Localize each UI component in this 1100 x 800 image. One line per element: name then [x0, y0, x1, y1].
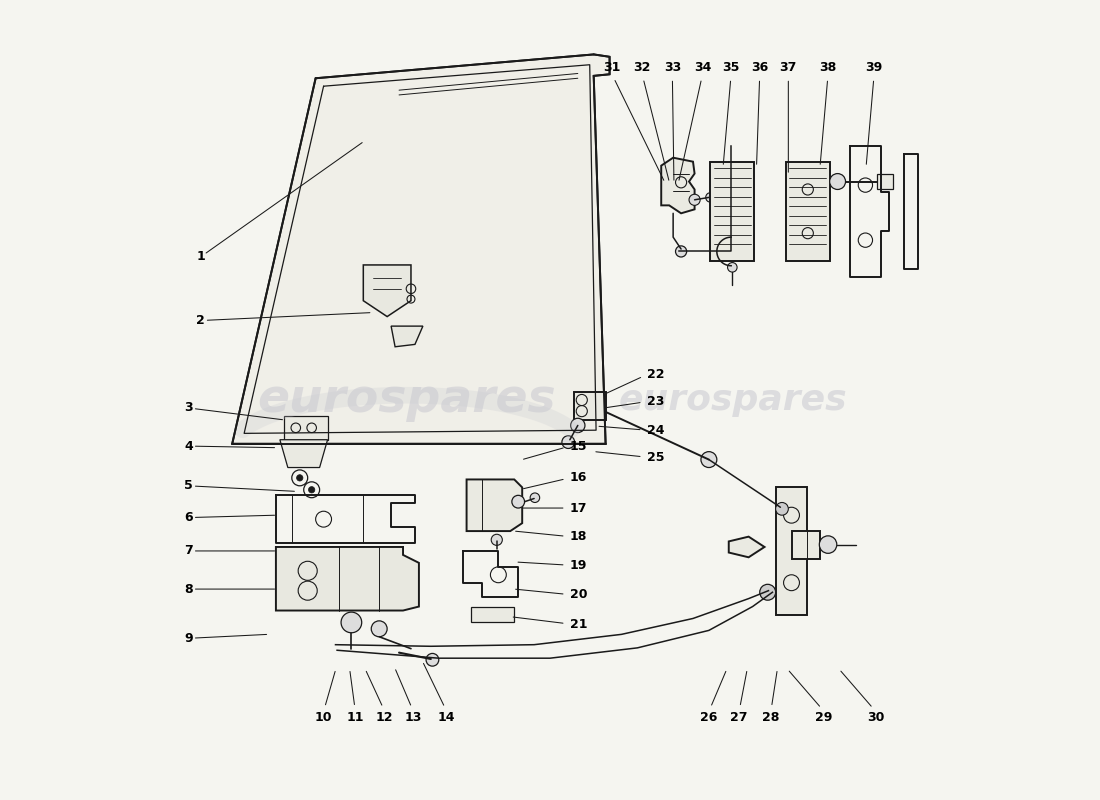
Circle shape [341, 612, 362, 633]
Text: 38: 38 [820, 62, 837, 74]
Text: 17: 17 [570, 502, 587, 514]
Polygon shape [792, 531, 821, 559]
Text: 15: 15 [570, 439, 587, 453]
Text: 36: 36 [751, 62, 769, 74]
Polygon shape [574, 392, 606, 420]
Circle shape [776, 502, 789, 515]
Circle shape [689, 194, 701, 206]
Circle shape [308, 486, 315, 493]
Circle shape [530, 493, 540, 502]
Text: 30: 30 [867, 711, 884, 725]
Text: 6: 6 [184, 511, 192, 524]
Text: 11: 11 [346, 711, 364, 725]
Text: eurospares: eurospares [618, 383, 847, 417]
Text: eurospares: eurospares [257, 378, 557, 422]
Polygon shape [363, 265, 411, 317]
Text: 16: 16 [570, 471, 587, 484]
Circle shape [706, 193, 715, 202]
Circle shape [829, 174, 846, 190]
Text: 1: 1 [196, 250, 205, 263]
Circle shape [820, 536, 837, 554]
Polygon shape [232, 54, 609, 444]
Text: 5: 5 [184, 479, 192, 492]
Polygon shape [466, 479, 522, 531]
Polygon shape [661, 158, 694, 214]
Circle shape [571, 418, 585, 433]
Circle shape [562, 436, 574, 449]
Text: 7: 7 [184, 545, 192, 558]
Circle shape [727, 262, 737, 272]
Text: 33: 33 [663, 62, 681, 74]
Text: 22: 22 [647, 368, 664, 381]
Circle shape [492, 534, 503, 546]
Text: 21: 21 [570, 618, 587, 630]
Text: 18: 18 [570, 530, 587, 543]
Polygon shape [729, 537, 764, 558]
Text: 24: 24 [647, 424, 664, 437]
Circle shape [426, 654, 439, 666]
Text: 28: 28 [762, 711, 780, 725]
Text: 8: 8 [184, 582, 192, 595]
Circle shape [512, 495, 525, 508]
Text: 4: 4 [184, 439, 192, 453]
Text: 2: 2 [196, 314, 205, 327]
Text: 37: 37 [780, 62, 798, 74]
Circle shape [675, 246, 686, 257]
Text: 13: 13 [405, 711, 422, 725]
Polygon shape [777, 487, 806, 614]
Circle shape [760, 584, 775, 600]
Text: 26: 26 [701, 711, 717, 725]
Circle shape [297, 474, 302, 481]
Polygon shape [279, 440, 328, 467]
Text: 10: 10 [315, 711, 332, 725]
Text: 20: 20 [570, 588, 587, 601]
Text: 34: 34 [694, 62, 712, 74]
Polygon shape [392, 326, 422, 346]
Text: 14: 14 [438, 711, 455, 725]
Polygon shape [878, 174, 893, 190]
Circle shape [701, 452, 717, 467]
Polygon shape [276, 547, 419, 610]
Text: 31: 31 [603, 62, 620, 74]
Circle shape [372, 621, 387, 637]
Text: 23: 23 [647, 395, 664, 408]
Text: 27: 27 [730, 711, 748, 725]
Text: 12: 12 [376, 711, 394, 725]
Text: 32: 32 [634, 62, 651, 74]
Polygon shape [284, 416, 328, 440]
Text: 29: 29 [815, 711, 833, 725]
Text: 19: 19 [570, 558, 587, 572]
Text: 35: 35 [723, 62, 740, 74]
Polygon shape [471, 606, 515, 622]
Text: 39: 39 [866, 62, 883, 74]
Text: 9: 9 [184, 632, 192, 645]
Text: 3: 3 [184, 402, 192, 414]
Polygon shape [711, 162, 755, 261]
Text: 25: 25 [647, 450, 664, 464]
Polygon shape [785, 162, 829, 261]
